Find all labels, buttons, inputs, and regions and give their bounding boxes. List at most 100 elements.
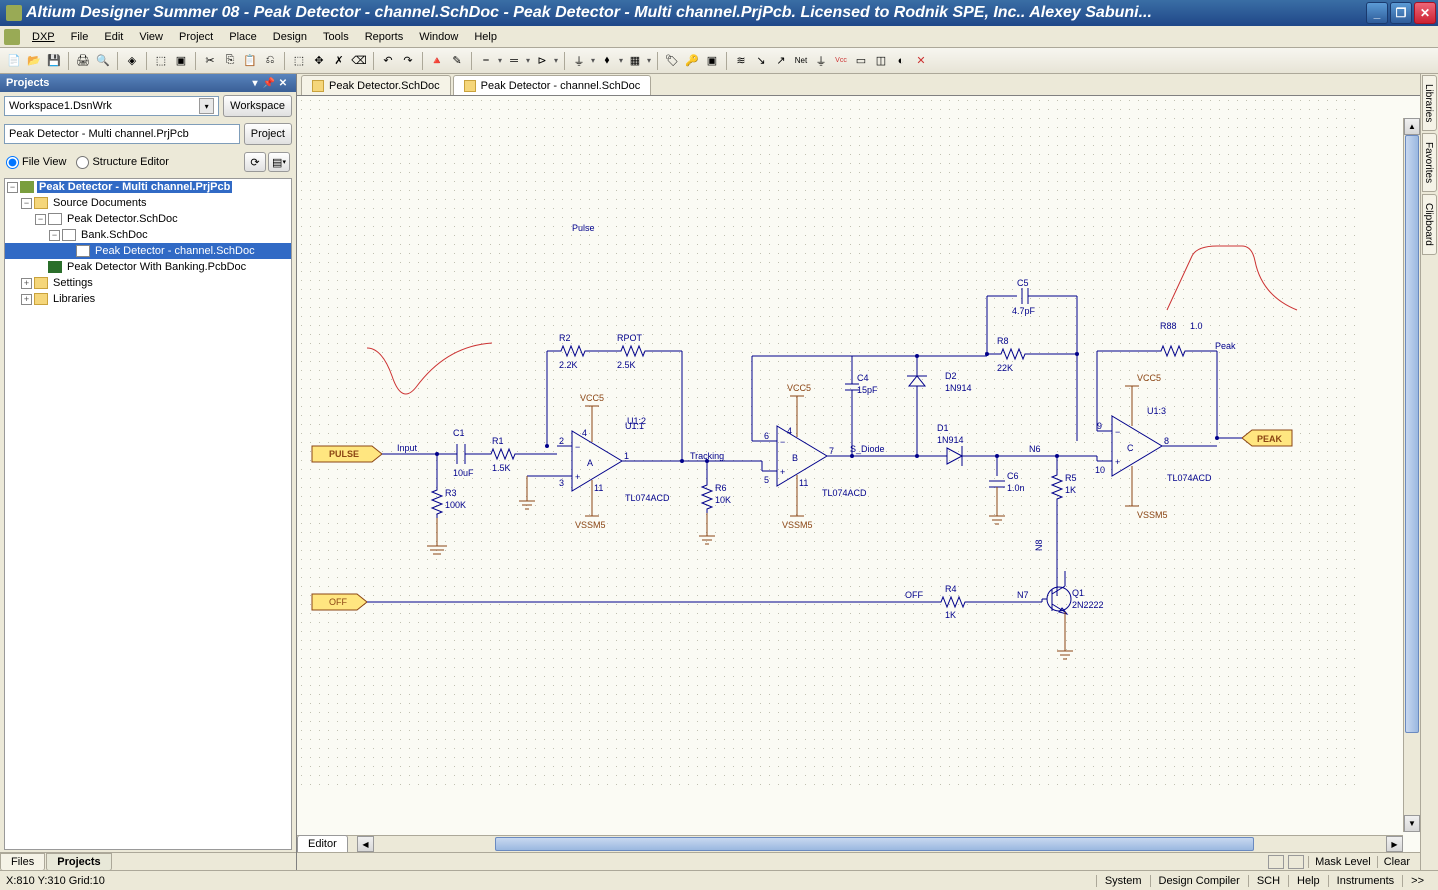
place-part-button[interactable]: ⊳ [532,51,552,71]
design-compiler-menu[interactable]: Design Compiler [1150,875,1248,887]
gnd-port-button[interactable]: ⏚ [811,51,831,71]
favorites-tab[interactable]: Favorites [1422,133,1437,192]
doc-tab-1[interactable]: Peak Detector.SchDoc [301,75,451,95]
save-button[interactable]: 💾 [44,51,64,71]
tree-source-docs[interactable]: −Source Documents [5,195,291,211]
rubber-stamp-button[interactable]: ⎌ [260,51,280,71]
browse-button[interactable]: ▣ [702,51,722,71]
clear-filter-button[interactable]: ⌫ [349,51,369,71]
libraries-tab[interactable]: Libraries [1422,75,1437,131]
file-view-radio[interactable]: File View [6,156,66,169]
workspace-combo[interactable]: Workspace1.DsnWrk ▾ [4,96,219,116]
panel-pin-button[interactable]: 📌 [262,76,276,90]
redo-button[interactable]: ↷ [398,51,418,71]
menu-design[interactable]: Design [265,29,315,45]
sch-menu[interactable]: SCH [1248,875,1288,887]
place-port-button[interactable]: ⬧ [597,51,617,71]
clear-button[interactable]: Clear [1377,856,1416,868]
dxp-icon[interactable] [4,29,20,45]
dim-icon[interactable] [1288,855,1304,869]
menu-place[interactable]: Place [221,29,265,45]
paste-button[interactable]: 📋 [240,51,260,71]
project-field[interactable] [4,124,240,144]
minimize-button[interactable]: _ [1366,2,1388,24]
bus-entry-button[interactable]: ↗ [771,51,791,71]
tree-doc3-selected[interactable]: Peak Detector - channel.SchDoc [5,243,291,259]
menu-reports[interactable]: Reports [357,29,412,45]
tree-libraries[interactable]: +Libraries [5,291,291,307]
editor-tab[interactable]: Editor [297,835,348,852]
project-tree[interactable]: −Peak Detector - Multi channel.PrjPcb −S… [4,178,292,850]
place-bus-button[interactable]: ═ [504,51,524,71]
doc-tab-2[interactable]: Peak Detector - channel.SchDoc [453,75,652,95]
tree-settings[interactable]: +Settings [5,275,291,291]
refresh-button[interactable]: ⟳ [244,152,266,172]
clipboard-tab[interactable]: Clipboard [1422,194,1437,255]
panel-close-button[interactable]: ✕ [276,76,290,90]
menu-help[interactable]: Help [466,29,505,45]
place-wire-button[interactable]: ⎯ [476,51,496,71]
place-sheet-button[interactable]: ▦ [625,51,645,71]
sheet-symbol-button[interactable]: ◫ [871,51,891,71]
scroll-up-button[interactable]: ▲ [1404,118,1420,135]
zoom-fit-button[interactable]: ▣ [171,51,191,71]
structure-editor-radio[interactable]: Structure Editor [76,156,168,169]
net-button[interactable]: ↘ [751,51,771,71]
scroll-down-button[interactable]: ▼ [1404,815,1420,832]
vertical-scrollbar[interactable]: ▲ ▼ [1403,118,1420,832]
projects-panel-header[interactable]: Projects ▾ 📌 ✕ [0,74,296,92]
maximize-button[interactable]: ❐ [1390,2,1412,24]
annotate-button[interactable]: 🏷 [662,51,682,71]
cross-probe-button[interactable]: ✎ [447,51,467,71]
vcc-port-button[interactable]: Vcc [831,51,851,71]
schematic-canvas[interactable]: PULSE OFF PEAK Input C1 10uF [297,96,1420,852]
menu-dxp[interactable]: DXP [24,29,63,45]
print-button[interactable]: 🖨 [73,51,93,71]
tree-root[interactable]: −Peak Detector - Multi channel.PrjPcb [5,179,291,195]
place-component-button[interactable]: ▭ [851,51,871,71]
instruments-menu[interactable]: Instruments [1328,875,1402,887]
compile-button[interactable]: ◈ [122,51,142,71]
netlist-button[interactable]: ≋ [731,51,751,71]
preview-button[interactable]: 🔍 [93,51,113,71]
system-menu[interactable]: System [1096,875,1150,887]
mask-level-label[interactable]: Mask Level [1308,856,1377,868]
more-menus[interactable]: >> [1402,875,1432,887]
tree-doc4[interactable]: Peak Detector With Banking.PcbDoc [5,259,291,275]
menu-view[interactable]: View [131,29,171,45]
tree-doc2[interactable]: −Bank.SchDoc [5,227,291,243]
drc-button[interactable]: 🔑 [682,51,702,71]
open-button[interactable]: 📂 [24,51,44,71]
deselect-button[interactable]: ✗ [329,51,349,71]
panel-menu-button[interactable]: ▾ [248,76,262,90]
hierarchy-button[interactable]: 🔺 [427,51,447,71]
netlabel-button[interactable]: Net [791,51,811,71]
menu-tools[interactable]: Tools [315,29,357,45]
horizontal-scrollbar[interactable]: Editor ◀ ▶ [297,835,1403,852]
menu-project[interactable]: Project [171,29,221,45]
cut-button[interactable]: ✂ [200,51,220,71]
menu-window[interactable]: Window [411,29,466,45]
tree-doc1[interactable]: −Peak Detector.SchDoc [5,211,291,227]
menu-file[interactable]: File [63,29,97,45]
undo-button[interactable]: ↶ [378,51,398,71]
zoom-area-button[interactable]: ⬚ [151,51,171,71]
options-button[interactable]: ▤▾ [268,152,290,172]
menu-edit[interactable]: Edit [96,29,131,45]
scroll-left-button[interactable]: ◀ [357,836,374,852]
help-menu[interactable]: Help [1288,875,1328,887]
new-button[interactable]: 📄 [4,51,24,71]
workspace-button[interactable]: Workspace [223,95,292,117]
project-button[interactable]: Project [244,123,292,145]
move-button[interactable]: ✥ [309,51,329,71]
projects-tab[interactable]: Projects [46,853,111,871]
mask-icon[interactable] [1268,855,1284,869]
select-button[interactable]: ⬚ [289,51,309,71]
place-power-button[interactable]: ⏚ [569,51,589,71]
copy-button[interactable]: ⎘ [220,51,240,71]
close-button[interactable]: ✕ [1414,2,1436,24]
no-erc-button[interactable]: ✕ [911,51,931,71]
sheet-entry-button[interactable]: ◐ [891,51,911,71]
scroll-right-button[interactable]: ▶ [1386,836,1403,852]
files-tab[interactable]: Files [0,853,45,871]
